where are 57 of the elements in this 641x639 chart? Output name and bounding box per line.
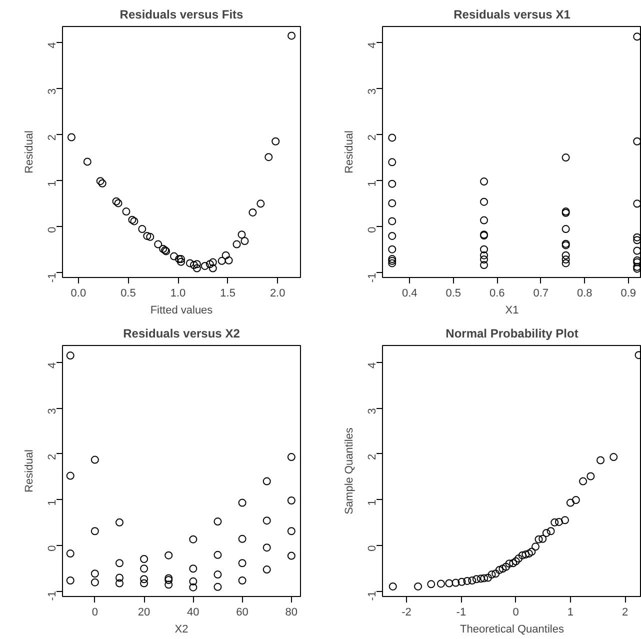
y-tick-label: 3 (366, 88, 378, 94)
x-axis-title: X2 (174, 624, 188, 636)
y-tick-label: 2 (366, 134, 378, 141)
y-tick-label: 4 (366, 42, 378, 48)
y-axis-title: Residual (344, 130, 356, 174)
y-tick-label: -1 (46, 591, 58, 601)
x-tick-label: 0.0 (70, 288, 86, 300)
y-axis-title: Residual (24, 450, 36, 492)
x-tick-label: 0.6 (489, 288, 505, 300)
x-tick-label: 60 (236, 606, 248, 618)
x-tick-label: 0 (512, 606, 519, 618)
x-tick-label: 1.5 (220, 288, 236, 300)
y-tick-label: 1 (366, 180, 378, 187)
x-tick-label: 1 (567, 606, 574, 618)
y-tick-label: 1 (46, 500, 58, 506)
chart-title: Residuals versus X1 (454, 8, 571, 22)
x-tick-label: 40 (187, 606, 200, 618)
x-tick-label: 2.0 (270, 288, 286, 300)
y-tick-label: 0 (46, 545, 58, 552)
y-axis-title: Residual (24, 130, 36, 174)
y-tick-label: 2 (46, 134, 58, 141)
x-tick-label: 0 (92, 606, 98, 618)
y-tick-label: -1 (366, 272, 378, 283)
y-tick-label: 3 (366, 408, 378, 414)
y-tick-label: -1 (366, 591, 378, 601)
x-tick-label: 0.5 (120, 288, 136, 300)
x-tick-label: 1.0 (170, 288, 186, 300)
y-tick-label: 4 (46, 42, 58, 48)
y-tick-label: 1 (366, 500, 378, 506)
x-tick-label: 0.7 (533, 288, 549, 300)
x-tick-label: 0.4 (402, 288, 418, 300)
chart-title: Residuals versus Fits (120, 8, 244, 22)
chart-title: Normal Probability Plot (446, 326, 578, 340)
x-tick-label: 0.5 (446, 288, 462, 300)
x-tick-label: 80 (285, 606, 298, 618)
y-tick-label: 3 (46, 408, 58, 414)
y-tick-label: 0 (366, 545, 378, 552)
y-tick-label: 4 (366, 362, 378, 369)
y-tick-label: 3 (46, 88, 58, 94)
y-tick-label: 0 (46, 226, 58, 233)
y-tick-label: 2 (366, 454, 378, 460)
x-tick-label: 0.8 (576, 288, 592, 300)
x-tick-label: 0.9 (620, 288, 636, 300)
y-tick-label: 2 (46, 454, 58, 460)
x-axis-title: Theoretical Quantiles (460, 624, 564, 636)
x-tick-label: -2 (402, 606, 412, 618)
y-tick-label: 4 (46, 362, 58, 369)
x-tick-label: 2 (622, 606, 628, 618)
y-axis-title: Sample Quantiles (344, 427, 356, 514)
y-tick-label: -1 (46, 272, 58, 283)
y-tick-label: 0 (366, 226, 378, 233)
chart-title: Residuals versus X2 (123, 326, 240, 340)
y-tick-label: 1 (46, 180, 58, 187)
x-axis-title: X1 (505, 304, 519, 316)
x-tick-label: -1 (456, 606, 466, 618)
x-axis-title: Fitted values (150, 304, 214, 316)
x-tick-label: 20 (138, 606, 150, 618)
